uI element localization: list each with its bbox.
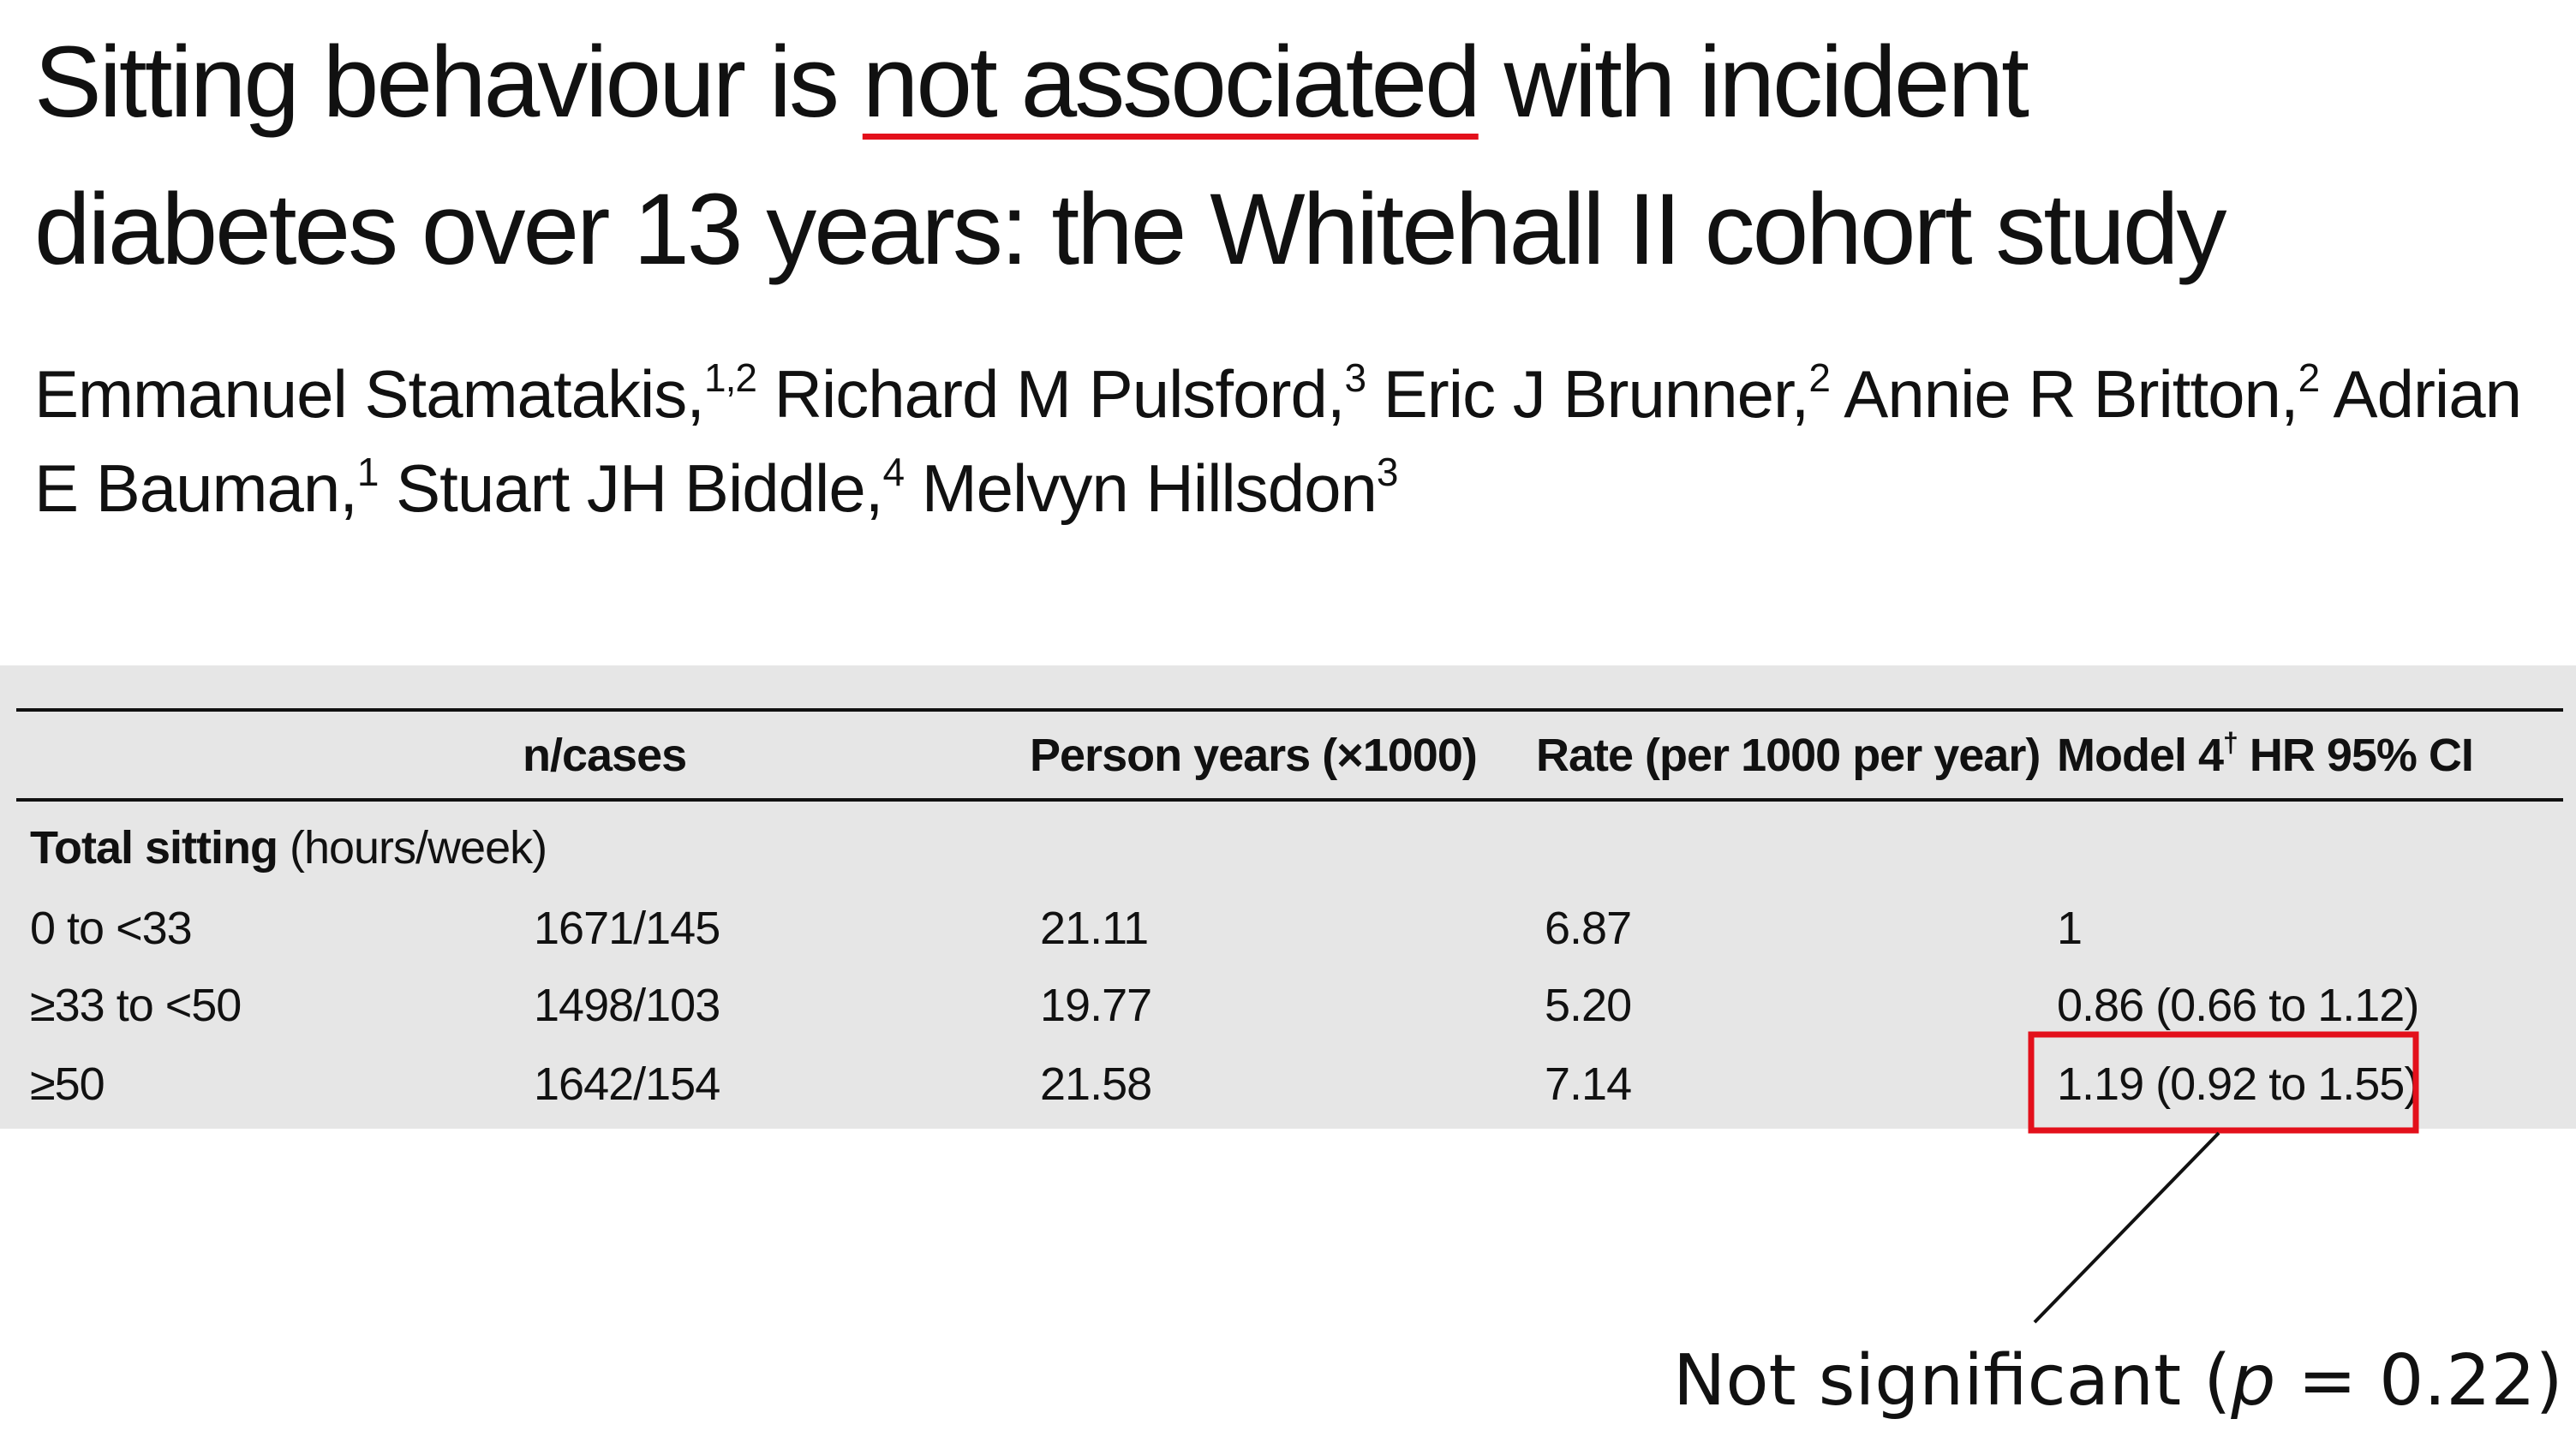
author-name: Stuart JH Biddle, — [396, 450, 883, 526]
author-name: Emmanuel Stamatakis, — [34, 356, 705, 432]
annotation-text: Not significant ( — [1673, 1340, 2232, 1422]
author: Stuart JH Biddle,4 — [396, 450, 905, 526]
header-text: Model 4 — [2057, 730, 2224, 781]
author-affiliation: 4 — [882, 450, 905, 494]
author-name: Eric J Brunner, — [1383, 356, 1810, 432]
author-affiliation: 1 — [356, 450, 380, 494]
header-text: HR 95% CI — [2237, 730, 2474, 781]
author: Eric J Brunner,2 — [1383, 355, 1831, 432]
table-rule — [16, 708, 2563, 712]
table-cell: 19.77 — [1040, 980, 1152, 1031]
title-text: with incident — [1478, 26, 2029, 139]
author-name: Adrian E Bauman, — [34, 356, 2522, 526]
author-affiliation: 1,2 — [703, 355, 757, 400]
author: Adrian E Bauman,1 — [34, 356, 2522, 526]
title: Sitting behaviour is not associated with… — [34, 9, 2226, 303]
table-cell: 7.14 — [1545, 1058, 1632, 1110]
table-cell: 0.86 (0.66 to 1.12) — [2057, 980, 2419, 1031]
row-label: ≥50 — [30, 1058, 105, 1110]
header-footnote: † — [2223, 727, 2238, 758]
author: Richard M Pulsford,3 — [774, 356, 1366, 432]
callout-line — [2033, 1131, 2220, 1324]
author-affiliation: 2 — [2298, 355, 2321, 400]
title-text: Sitting behaviour is — [34, 26, 863, 139]
annotation-text: = 0.22) — [2275, 1340, 2563, 1422]
table: n/cases Person years (×1000) Rate (per 100… — [0, 665, 2576, 1129]
author: Melvyn Hillsdon3 — [921, 450, 1399, 526]
author-name: Richard M Pulsford, — [774, 356, 1346, 432]
authors: Emmanuel Stamatakis,1,2 Richard M Pulsfo… — [34, 347, 2553, 535]
row-label: ≥33 to <50 — [30, 980, 242, 1031]
table-cell: 1 — [2057, 903, 2083, 954]
column-header: Rate (per 1000 per year) — [1536, 730, 2041, 781]
highlight-box — [2028, 1031, 2419, 1134]
title-highlight: not associated — [862, 26, 1481, 139]
table-cell: 5.20 — [1545, 980, 1632, 1031]
column-header: n/cases — [523, 730, 687, 781]
section-unit: (hours/week) — [277, 822, 547, 874]
column-header: Person years (×1000) — [1030, 730, 1478, 781]
section-label: Total sitting (hours/week) — [30, 821, 547, 874]
column-header: Model 4† HR 95% CI — [2057, 727, 2474, 782]
title-text: diabetes over 13 years: the Whitehall II… — [34, 173, 2226, 286]
table-cell: 1498/103 — [534, 980, 720, 1031]
table-cell: 6.87 — [1545, 903, 1632, 954]
row-label: 0 to <33 — [30, 903, 193, 954]
table-rule — [16, 798, 2563, 802]
annotation-p: p — [2231, 1340, 2276, 1422]
author-name: Melvyn Hillsdon — [921, 450, 1378, 526]
section-title: Total sitting — [30, 822, 278, 874]
author-affiliation: 3 — [1344, 355, 1367, 400]
author-affiliation: 2 — [1808, 355, 1831, 400]
author-name: Annie R Britton, — [1844, 356, 2298, 432]
annotation: Not significant (p = 0.22) — [1673, 1340, 2563, 1422]
author: Annie R Britton,2 — [1844, 355, 2321, 432]
table-cell: 1642/154 — [534, 1058, 720, 1110]
table-cell: 21.58 — [1040, 1058, 1152, 1110]
table-cell: 21.11 — [1040, 903, 1149, 954]
author: Emmanuel Stamatakis,1,2 — [34, 355, 757, 432]
table-cell: 1.19 (0.92 to 1.55) — [2057, 1058, 2419, 1110]
table-cell: 1671/145 — [534, 903, 720, 954]
author-affiliation: 3 — [1376, 450, 1399, 494]
